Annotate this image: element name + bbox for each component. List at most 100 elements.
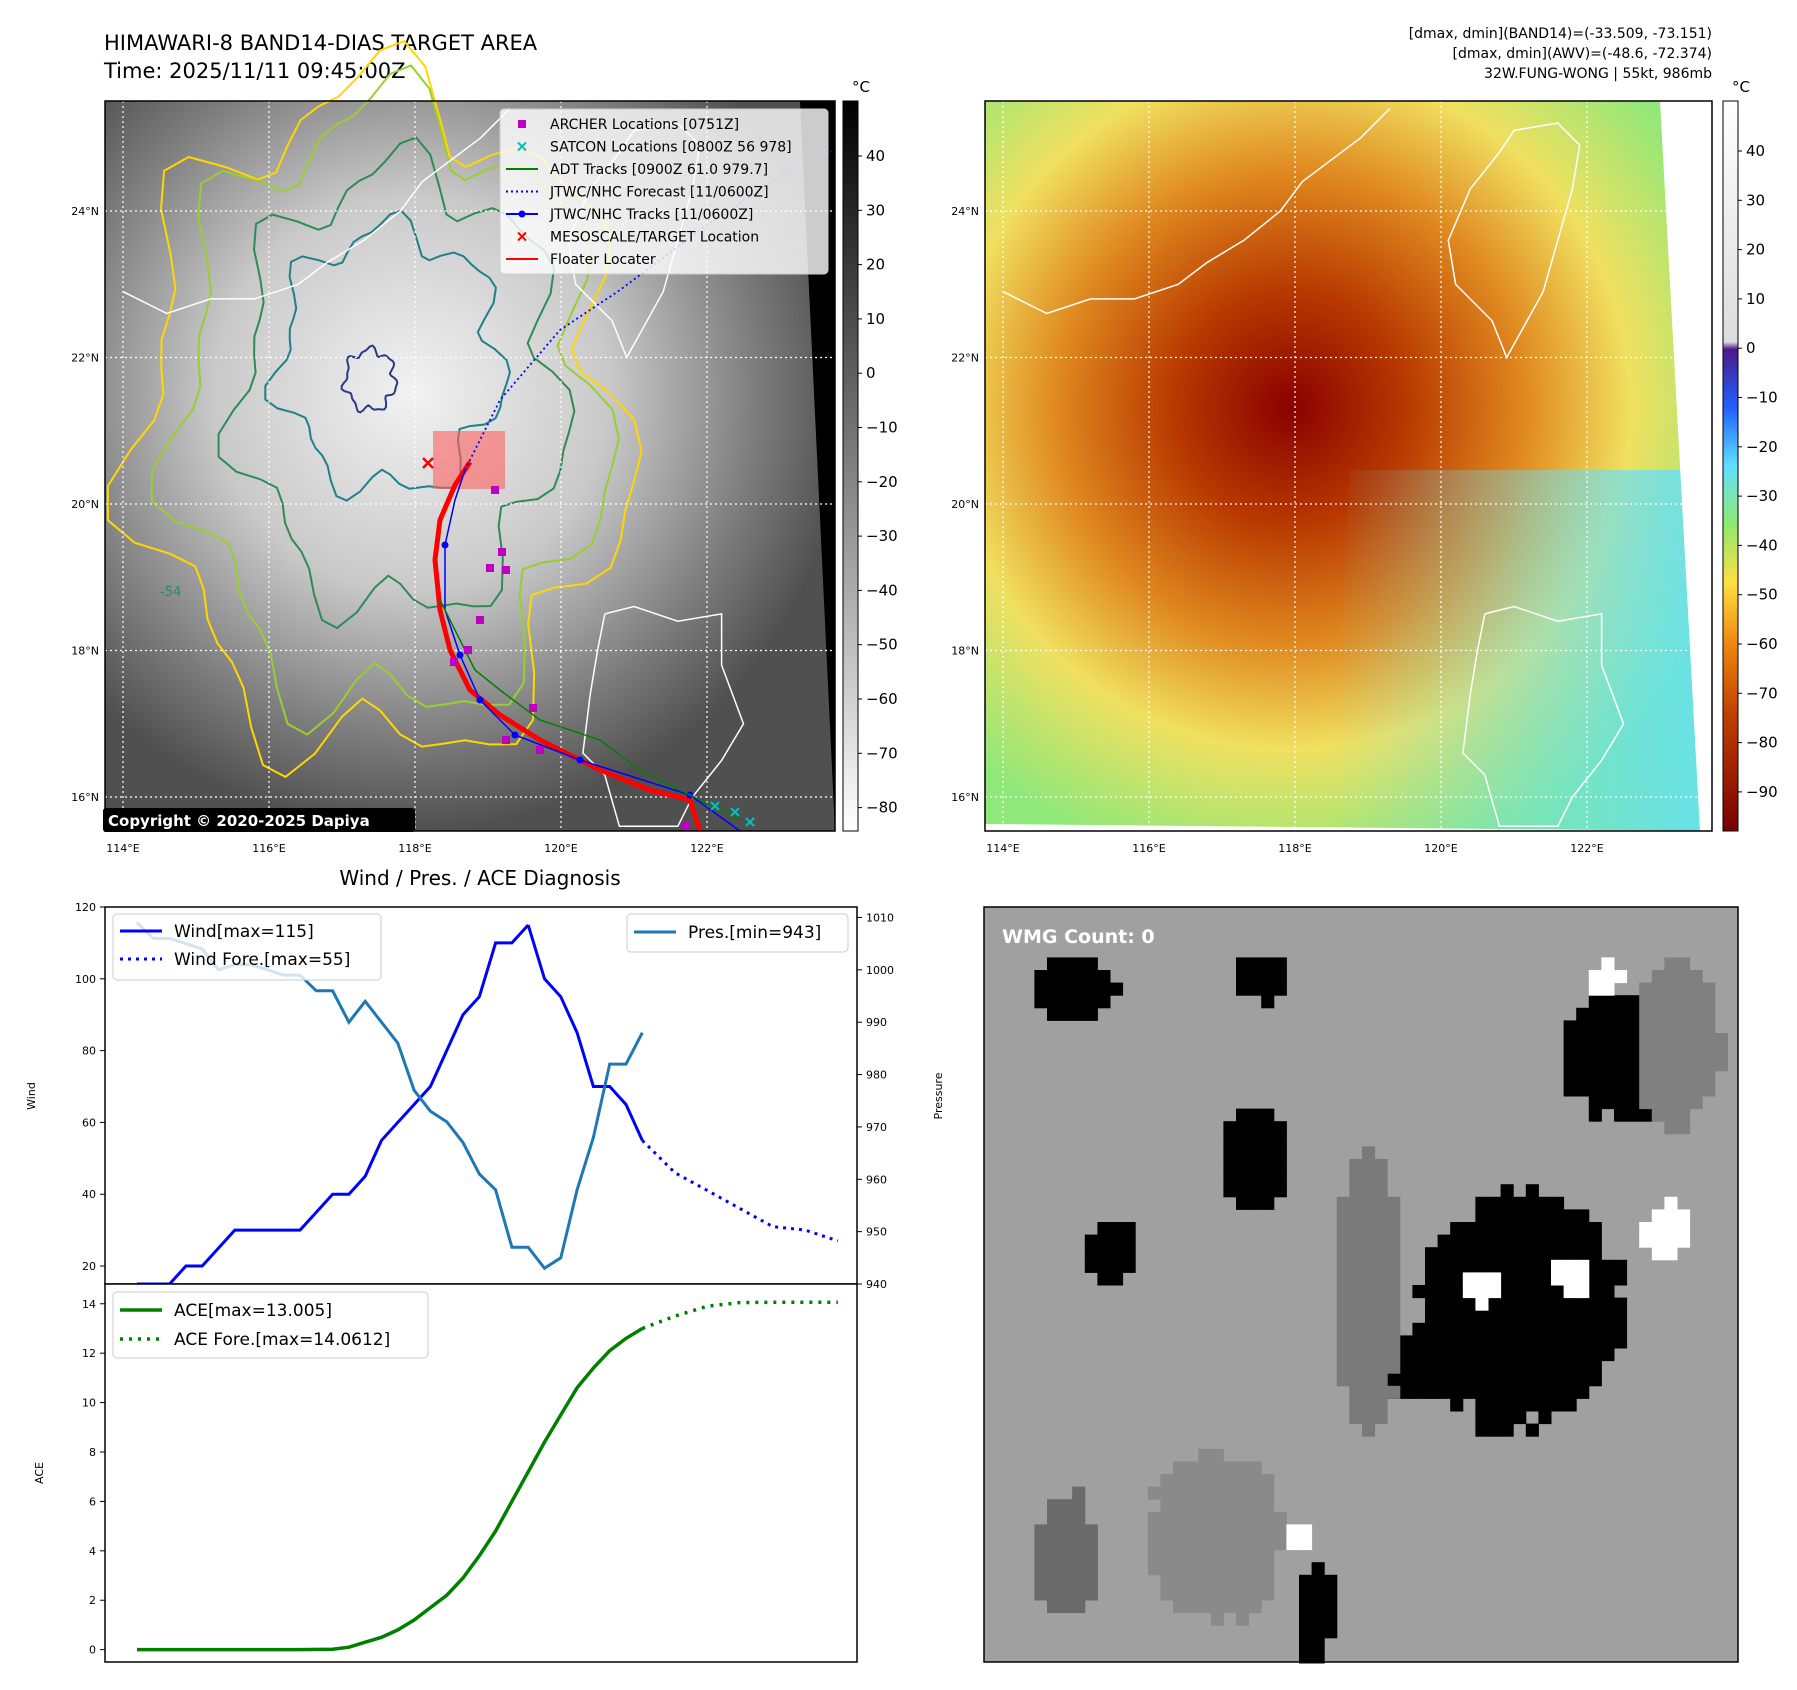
ace-tick-label: 10 <box>82 1397 96 1410</box>
wmg-cell <box>1538 1373 1552 1387</box>
wmg-cell <box>1185 1461 1199 1475</box>
wmg-cell <box>1336 1297 1350 1311</box>
legend-label: ADT Tracks [0900Z 61.0 979.7] <box>550 162 768 178</box>
wmg-cell <box>1614 1297 1628 1311</box>
wmg-cell <box>1261 1549 1275 1563</box>
color-map-frame <box>984 100 1713 832</box>
wmg-cell <box>1374 1373 1388 1387</box>
wmg-cell <box>1513 1259 1527 1273</box>
wmg-cell <box>1563 1335 1577 1349</box>
wmg-cell-white <box>1677 1234 1691 1248</box>
wmg-cell <box>1677 957 1691 971</box>
color-cb-label: 0 <box>1746 339 1756 357</box>
wmg-cell <box>1072 1486 1086 1500</box>
wmg-cell <box>1525 1348 1539 1362</box>
ir-cb-label: −20 <box>866 473 898 491</box>
wmg-cell-white <box>1475 1297 1489 1311</box>
floater-locater-line <box>432 460 703 832</box>
wmg-cell <box>1626 995 1640 1009</box>
wmg-cell <box>1702 1007 1716 1021</box>
wmg-cell <box>1488 1234 1502 1248</box>
wmg-cell <box>1664 1070 1678 1084</box>
wmg-cell <box>1588 1070 1602 1084</box>
wmg-cell <box>1059 982 1073 996</box>
wmg-cell <box>1500 1184 1514 1198</box>
wmg-cell <box>1147 1524 1161 1538</box>
wmg-cell <box>1538 1411 1552 1425</box>
wmg-cell <box>1273 982 1287 996</box>
wmg-cell <box>1689 1083 1703 1097</box>
jtwc-track-point <box>456 651 464 659</box>
wmg-cell <box>1273 1184 1287 1198</box>
wmg-cell <box>1236 1196 1250 1210</box>
wmg-cell <box>1362 1146 1376 1160</box>
wmg-cell-white <box>1651 1234 1665 1248</box>
wmg-cell <box>1097 1259 1111 1273</box>
wmg-cell <box>1425 1360 1439 1374</box>
wmg-cell <box>1601 1033 1615 1047</box>
wmg-cell <box>1147 1549 1161 1563</box>
archer-marker <box>502 736 510 744</box>
ir-cb-label: −40 <box>866 581 898 599</box>
copyright: Copyright © 2020-2025 Dapiya <box>108 812 370 830</box>
wmg-cell-white <box>1664 1222 1678 1236</box>
wmg-cell <box>1261 1537 1275 1551</box>
wmg-cell <box>1626 1045 1640 1059</box>
wmg-cell <box>1261 957 1275 971</box>
wmg-cell <box>1336 1322 1350 1336</box>
wmg-cell <box>1677 1058 1691 1072</box>
wmg-cell <box>1173 1574 1187 1588</box>
legend-swatch-square <box>518 120 526 128</box>
wmg-cell <box>1639 1108 1653 1122</box>
wmg-cell <box>1488 1373 1502 1387</box>
wmg-cell <box>1551 1285 1565 1299</box>
wmg-cell <box>1034 1587 1048 1601</box>
wmg-cell <box>1236 957 1250 971</box>
wmg-cell <box>1248 1587 1262 1601</box>
wmg-cell <box>1311 1600 1325 1614</box>
wmg-cell <box>1488 1411 1502 1425</box>
wmg-cell <box>1601 1096 1615 1110</box>
wmg-cell <box>1387 1335 1401 1349</box>
wmg-cell <box>1475 1360 1489 1374</box>
wmg-cell-white <box>1563 1285 1577 1299</box>
wmg-cell <box>1362 1259 1376 1273</box>
wmg-cell-white <box>1588 982 1602 996</box>
wmg-cell <box>1551 1310 1565 1324</box>
wmg-cell <box>1362 1184 1376 1198</box>
pressure-tick-label: 960 <box>866 1173 887 1186</box>
wmg-cell <box>1210 1486 1224 1500</box>
wmg-cell <box>1362 1171 1376 1185</box>
wmg-cell <box>1185 1486 1199 1500</box>
wmg-cell <box>1450 1272 1464 1286</box>
wmg-cell <box>1513 1322 1527 1336</box>
wmg-cell <box>1500 1373 1514 1387</box>
ir-cb-label: 10 <box>866 310 885 328</box>
wmg-cell <box>1261 1146 1275 1160</box>
color-cb-label: −60 <box>1746 635 1778 653</box>
wmg-cell <box>1450 1348 1464 1362</box>
wmg-cell <box>1034 1524 1048 1538</box>
wmg-cell <box>1399 1360 1413 1374</box>
wmg-cell <box>1639 1096 1653 1110</box>
legend-swatch-dot <box>518 210 526 218</box>
wmg-cell <box>1626 1058 1640 1072</box>
wmg-cell <box>1488 1423 1502 1437</box>
wmg-cell <box>1248 1511 1262 1525</box>
wmg-cell <box>1059 970 1073 984</box>
archer-marker <box>486 564 494 572</box>
wmg-cell <box>1047 1007 1061 1021</box>
wmg-cell <box>1349 1234 1363 1248</box>
wmg-cell <box>1525 1322 1539 1336</box>
wmg-cell <box>1576 1234 1590 1248</box>
ir-cb-label: 20 <box>866 256 885 274</box>
legend-ace-label: ACE[max=13.005] <box>174 1301 332 1321</box>
wmg-cell <box>1500 1360 1514 1374</box>
wmg-cell <box>1034 970 1048 984</box>
wmg-cell <box>1160 1524 1174 1538</box>
wmg-cell <box>1425 1259 1439 1273</box>
lat-label: 18°N <box>71 645 99 658</box>
wind-axis-label: Wind <box>25 1082 38 1110</box>
wmg-cell <box>1261 1171 1275 1185</box>
wmg-cell <box>1525 1285 1539 1299</box>
